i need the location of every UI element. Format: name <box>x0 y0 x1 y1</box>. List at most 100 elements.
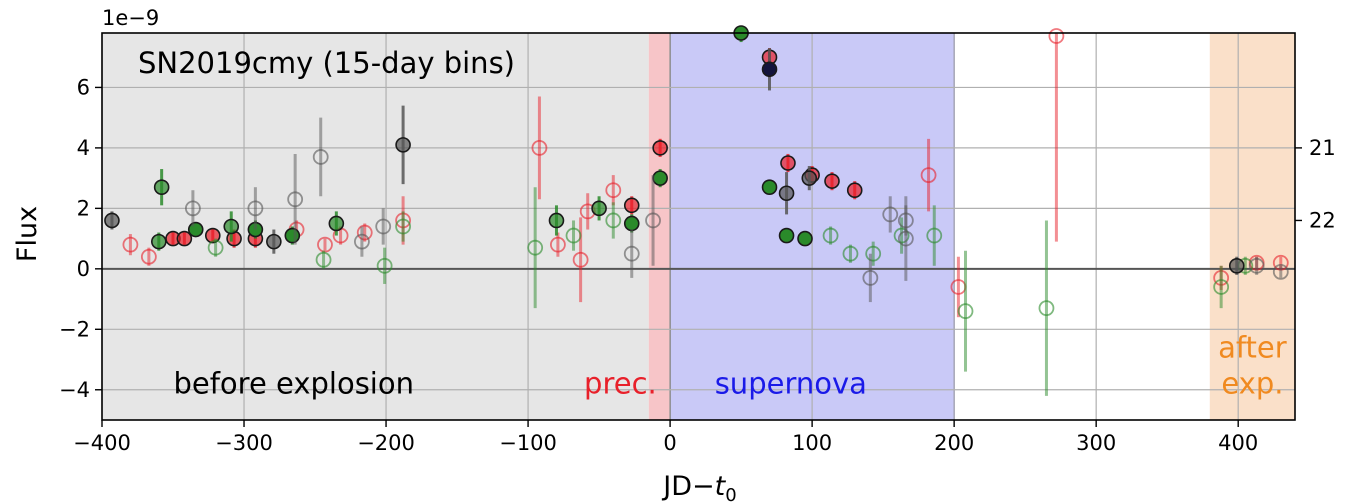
marker-open <box>897 212 914 229</box>
region-label-after-line2: exp. <box>1221 367 1283 401</box>
x-tick-label: −400 <box>73 431 131 455</box>
x-tick-label: 400 <box>1218 431 1258 455</box>
region-label-precursor: prec. <box>584 367 657 401</box>
point-r-band <box>531 96 548 200</box>
point-g-band <box>893 217 910 254</box>
marker-open <box>356 224 373 241</box>
point-o-band <box>623 229 640 278</box>
point-r-band <box>1048 28 1065 242</box>
right-tick-label: 21 <box>1309 136 1336 160</box>
point-g-band <box>591 196 607 221</box>
x-tick-label: −200 <box>357 431 415 455</box>
x-axis-label: JD−t0 <box>661 471 736 504</box>
y-axis-ticks: −4 −2 0 2 4 6 <box>59 75 102 402</box>
y-tick-label: 0 <box>77 257 90 281</box>
point-g-band <box>822 226 839 245</box>
marker-filled <box>761 179 778 195</box>
marker-filled <box>591 200 607 217</box>
marker-open <box>893 227 910 244</box>
right-axis-ticks: 21 22 <box>1295 136 1336 232</box>
region-after <box>1209 33 1295 420</box>
marker-filled <box>778 185 795 202</box>
y-exponent-label: 1e−9 <box>102 6 159 30</box>
marker-filled <box>284 227 301 244</box>
point-r-band <box>623 196 640 215</box>
point-r-band <box>780 153 796 173</box>
x-tick-label: −300 <box>215 431 273 455</box>
marker-filled <box>652 140 668 156</box>
marker-filled <box>153 179 170 195</box>
point-o-band <box>862 253 879 303</box>
marker-open <box>605 182 622 199</box>
y-tick-label: −4 <box>59 378 90 402</box>
x-tick-label: 300 <box>1076 431 1116 455</box>
point-g-band <box>527 187 544 309</box>
point-o-band <box>897 205 914 236</box>
marker-filled <box>223 218 240 235</box>
y-tick-label: −2 <box>59 317 90 341</box>
point-g-band <box>957 250 974 372</box>
x-axis-label-var: t <box>715 471 727 502</box>
marker-filled <box>1228 258 1245 274</box>
marker-open <box>315 251 332 268</box>
y-tick-label: 4 <box>77 136 90 160</box>
marker-open <box>527 239 544 256</box>
marker-filled <box>797 230 813 247</box>
x-tick-label: 200 <box>934 431 974 455</box>
point-g-band <box>842 244 859 263</box>
marker-filled <box>623 215 640 232</box>
point-r-band <box>356 223 373 242</box>
marker-open <box>1048 28 1065 44</box>
marker-open <box>842 245 859 262</box>
point-o-band <box>882 196 899 233</box>
point-r-band <box>549 232 566 257</box>
point-g-band <box>926 205 943 266</box>
point-o-band <box>354 226 370 257</box>
point-r-band <box>605 175 622 206</box>
marker-filled <box>780 155 796 171</box>
point-g-band <box>548 205 565 236</box>
marker-filled <box>187 221 204 238</box>
point-g-band <box>315 250 332 269</box>
marker-filled <box>395 137 411 153</box>
region-label-supernova: supernova <box>715 367 867 401</box>
x-axis-label-base: JD− <box>661 471 714 502</box>
point-o-band <box>645 175 661 266</box>
point-g-band <box>187 221 204 238</box>
point-o-band <box>184 190 201 227</box>
marker-filled <box>846 182 863 199</box>
marker-open <box>565 227 582 244</box>
point-g-band <box>761 179 778 195</box>
marker-open <box>122 236 139 253</box>
point-r-band <box>824 172 840 191</box>
marker-open <box>1038 300 1055 317</box>
marker-open <box>926 227 943 244</box>
point-g-band <box>151 232 167 251</box>
point-o-band <box>778 172 795 215</box>
marker-open <box>1272 263 1289 280</box>
x-tick-label: 100 <box>792 431 832 455</box>
marker-open <box>920 167 937 184</box>
point-g-band <box>865 241 882 266</box>
marker-open <box>375 218 392 235</box>
point-g-band <box>605 202 622 239</box>
point-o-band <box>266 229 282 254</box>
point-g-band <box>328 211 345 236</box>
point-o-band <box>1272 263 1289 280</box>
point-g-band <box>207 238 224 257</box>
plot-frame <box>101 32 1296 421</box>
point-r-band <box>846 181 863 200</box>
point-g-band <box>1038 220 1055 396</box>
marker-filled <box>328 215 345 232</box>
region-precursor <box>648 33 671 420</box>
y-axis-label: Flux <box>12 206 43 262</box>
point-r-band <box>572 217 589 303</box>
point-o-band <box>104 211 120 230</box>
point-g-band <box>395 211 411 242</box>
marker-filled <box>176 230 193 247</box>
marker-open <box>1213 279 1230 295</box>
marker-filled <box>761 61 778 78</box>
point-o-band <box>1248 256 1265 275</box>
region-label-before: before explosion <box>173 367 414 401</box>
point-g-band <box>565 220 582 251</box>
